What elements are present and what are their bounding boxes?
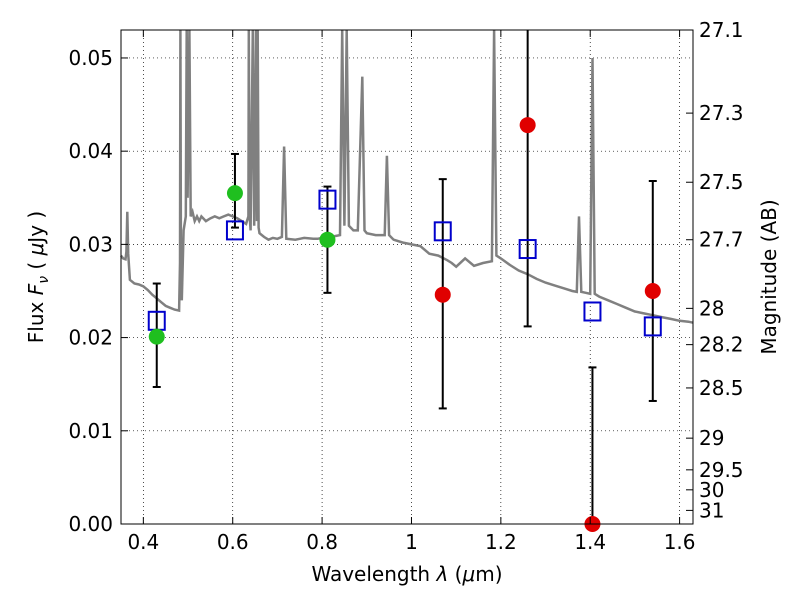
detected-point (148, 328, 165, 345)
model-spectrum-line (120, 29, 694, 324)
y-tick-label: 0.04 (68, 139, 113, 163)
detected-point (226, 185, 243, 202)
detected-point (319, 231, 336, 248)
y-tick-label: 0.03 (68, 232, 113, 256)
model-flux-square (433, 221, 452, 242)
axis-ticks: 0.4 0.6 0.8 1 1.2 1.4 1.6 0.00 0.01 0.02 0.03 0.04 0… (68, 18, 743, 554)
magnitude-tick-label: 27.5 (699, 170, 744, 194)
model-flux-square (643, 316, 662, 337)
magnitude-tick-label: 28.2 (699, 333, 744, 357)
x-axis-label: Wavelength λ (μm) (311, 562, 502, 586)
model-flux-square (583, 301, 602, 322)
magnitude-tick-label: 29 (699, 426, 724, 450)
x-tick-label: 0.6 (217, 530, 249, 554)
low-snr-point (434, 286, 451, 303)
magnitude-tick-label: 28 (699, 296, 724, 320)
x-tick-label: 1.2 (485, 530, 517, 554)
y-axis-label: Flux Fν ( μJy ) (24, 211, 52, 343)
x-tick-label: 0.4 (127, 530, 159, 554)
x-tick-label: 1.4 (574, 530, 606, 554)
magnitude-tick-label: 31 (699, 498, 724, 522)
plot-background (121, 30, 693, 524)
y-tick-label: 0.02 (68, 326, 113, 350)
magnitude-tick-label: 29.5 (699, 458, 744, 482)
magnitude-axis-label: Magnitude (AB) (757, 199, 781, 354)
low-snr-point (644, 282, 661, 299)
magnitude-tick-label: 27.1 (699, 18, 744, 42)
x-tick-label: 1 (405, 530, 418, 554)
model-flux-square (518, 239, 537, 260)
magnitude-tick-label: 27.3 (699, 101, 744, 125)
x-tick-label: 1.6 (664, 530, 696, 554)
plot-frame (120, 29, 694, 525)
magnitude-tick-label: 27.7 (699, 228, 744, 252)
model-flux-square (225, 220, 244, 241)
y-tick-label: 0.00 (68, 512, 113, 536)
x-tick-label: 0.8 (306, 530, 338, 554)
low-snr-point (519, 117, 536, 134)
magnitude-tick-label: 30 (699, 478, 724, 502)
model-flux-square (318, 189, 337, 210)
y-tick-label: 0.05 (68, 46, 113, 70)
magnitude-tick-label: 28.5 (699, 376, 744, 400)
y-tick-label: 0.01 (68, 419, 113, 443)
